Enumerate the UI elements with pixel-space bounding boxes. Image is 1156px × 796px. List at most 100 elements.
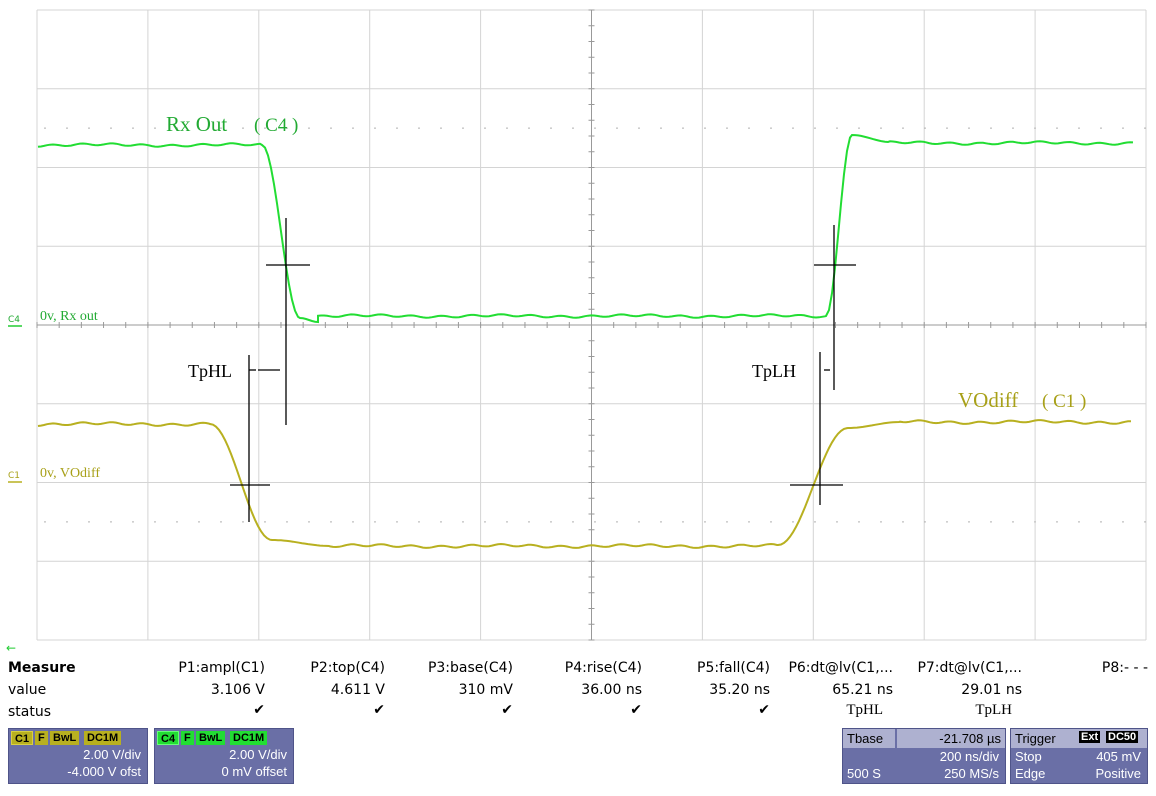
reference-dot (198, 127, 200, 130)
channel-c1-tag-bwl: BwL (50, 731, 80, 745)
reference-dot (638, 127, 640, 130)
label-vodiff: VOdiff (958, 388, 1018, 412)
measure-param-name[interactable]: P1:ampl(C1) (178, 660, 265, 676)
measure-param-status: TpLH (975, 702, 1012, 718)
reference-dot (132, 127, 134, 130)
reference-dot (176, 127, 178, 130)
reference-dot (440, 127, 442, 130)
reference-dot (748, 520, 750, 523)
reference-dot (1078, 520, 1080, 523)
reference-dot (792, 127, 794, 130)
measure-param-name[interactable]: P4:rise(C4) (564, 660, 642, 676)
reference-dot (88, 520, 90, 523)
channel-c4-tag-coupling: DC1M (230, 731, 268, 745)
status-row-label: status (8, 704, 52, 720)
reference-dot (968, 127, 970, 130)
check-icon: ✔ (253, 702, 265, 718)
measure-param-value: 4.611 V (330, 682, 385, 698)
reference-dot (396, 520, 398, 523)
reference-dot (220, 520, 222, 523)
reference-dot (528, 127, 530, 130)
reference-dot (374, 520, 376, 523)
reference-dot (66, 127, 68, 130)
measure-param-name[interactable]: P5:fall(C4) (697, 660, 770, 676)
reference-dot (264, 127, 266, 130)
channel-c1-vdiv: 2.00 V/div (83, 747, 141, 762)
reference-dot (110, 520, 112, 523)
reference-dot (1100, 520, 1102, 523)
measure-param-value: 3.106 V (210, 682, 265, 698)
channel-c1-descriptor[interactable]: C1 F BwL DC1M 2.00 V/div -4.000 V ofst (8, 728, 148, 784)
reference-dot (748, 127, 750, 130)
channel-c4-name: C4 (157, 731, 180, 745)
channel-c4-tag-f: F (181, 731, 194, 745)
cursor-label-tphl: TpHL (188, 361, 232, 381)
timebase-delay: -21.708 µs (897, 729, 1005, 748)
label-rx-out-channel: ( C4 ) (254, 115, 298, 136)
reference-dot (858, 520, 860, 523)
reference-dot (660, 520, 662, 523)
reference-dot (484, 127, 486, 130)
reference-dot (836, 520, 838, 523)
check-icon: ✔ (758, 702, 770, 718)
ground-tag-c4: C4 (8, 315, 20, 325)
check-icon: ✔ (373, 702, 385, 718)
timebase-descriptor[interactable]: Tbase -21.708 µs 200 ns/div 500 S 250 MS… (842, 728, 1006, 784)
reference-dot (462, 520, 464, 523)
reference-dot (506, 520, 508, 523)
reference-dot (1078, 127, 1080, 130)
check-icon: ✔ (630, 702, 642, 718)
reference-dot (1034, 127, 1036, 130)
channel-c4-vdiv: 2.00 V/div (229, 747, 287, 762)
reference-dot (176, 520, 178, 523)
reference-dot (88, 127, 90, 130)
reference-dot (858, 127, 860, 130)
measure-param-name[interactable]: P7:dt@lv(C1,... (917, 660, 1022, 676)
reference-dot (880, 520, 882, 523)
trigger-slope: Positive (1095, 766, 1141, 781)
reference-dot (572, 127, 574, 130)
measure-param-name[interactable]: P2:top(C4) (310, 660, 385, 676)
reference-dot (1056, 127, 1058, 130)
reference-dot (990, 127, 992, 130)
reference-dot (110, 127, 112, 130)
reference-dot (946, 127, 948, 130)
trigger-mode: Stop (1015, 749, 1042, 764)
measure-param-value: 65.21 ns (832, 682, 893, 698)
measure-heading[interactable]: Measure (8, 660, 76, 676)
reference-dot (616, 127, 618, 130)
reference-dot (726, 127, 728, 130)
reference-dot (462, 127, 464, 130)
reference-dot (682, 127, 684, 130)
timebase-label: Tbase (843, 729, 895, 748)
measure-param-value: 310 mV (458, 682, 513, 698)
trigger-source-tag: Ext (1079, 731, 1101, 743)
reference-dot (374, 127, 376, 130)
measure-param-name[interactable]: P8:- - - (1101, 660, 1148, 676)
grid-lines (36, 9, 1147, 641)
waveforms (37, 133, 1134, 549)
reference-dot (396, 127, 398, 130)
reference-dot (550, 127, 552, 130)
channel-c4-descriptor[interactable]: C4 F BwL DC1M 2.00 V/div 0 mV offset (154, 728, 294, 784)
reference-dot (286, 127, 288, 130)
measurement-cursors (230, 218, 856, 522)
reference-dot (594, 127, 596, 130)
measure-param-name[interactable]: P3:base(C4) (427, 660, 513, 676)
reference-dot (1122, 127, 1124, 130)
reference-dot (704, 127, 706, 130)
check-icon: ✔ (501, 702, 513, 718)
reference-dot (44, 520, 46, 523)
reference-dot (330, 127, 332, 130)
reference-dot (902, 520, 904, 523)
label-vodiff-channel: ( C1 ) (1042, 391, 1086, 412)
measure-param-name[interactable]: P6:dt@lv(C1,... (788, 660, 893, 676)
reference-dot (726, 520, 728, 523)
reference-dot (550, 520, 552, 523)
reference-dot (418, 127, 420, 130)
trigger-descriptor[interactable]: Trigger Ext DC50 Stop 405 mV Edge Positi… (1010, 728, 1148, 784)
reference-dot (814, 127, 816, 130)
reference-dot (484, 520, 486, 523)
ground-label-c4: 0v, Rx out (40, 309, 98, 324)
reference-dot (154, 520, 156, 523)
